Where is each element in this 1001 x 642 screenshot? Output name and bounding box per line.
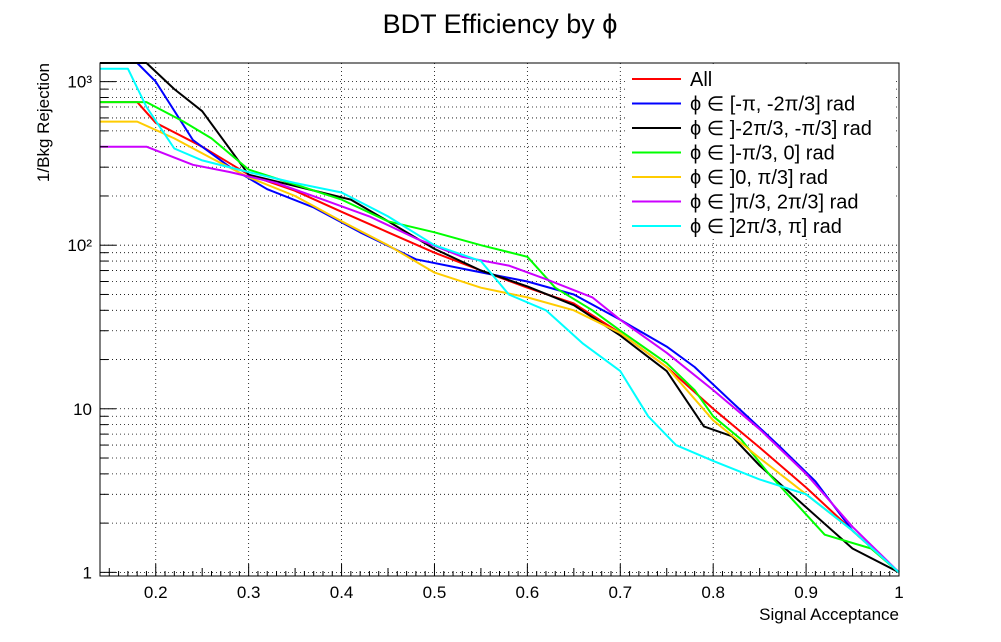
- x-tick-label: 0.7: [608, 583, 632, 602]
- x-tick-label: 0.8: [701, 583, 725, 602]
- x-tick-label: 0.2: [144, 583, 168, 602]
- legend-label-6: ϕ ∈ ]2π/3, π] rad: [690, 216, 842, 238]
- x-tick-label: 1: [894, 583, 903, 602]
- y-tick-label: 10²: [67, 236, 92, 255]
- x-axis-label: Signal Acceptance: [759, 605, 899, 624]
- y-tick-label: 1: [83, 563, 92, 582]
- legend-label-2: ϕ ∈ ]-2π/3, -π/3] rad: [690, 118, 872, 140]
- y-tick-label: 10: [73, 400, 92, 419]
- x-tick-label: 0.6: [516, 583, 540, 602]
- axes: 0.2 0.3 0.4 0.5 0.6 0.7 0.8 0.9 1 1 10 10² 10³: [67, 73, 903, 602]
- x-tick-label: 0.4: [330, 583, 354, 602]
- x-tick-label: 0.3: [237, 583, 261, 602]
- series-line-4: [100, 120, 900, 574]
- y-axis-label: 1/Bkg Rejection: [34, 63, 53, 182]
- chart-title: BDT Efficiency by ϕ: [383, 9, 618, 39]
- series-line-5: [100, 145, 900, 574]
- x-tick-label: 0.5: [423, 583, 447, 602]
- series-group: [100, 62, 900, 574]
- y-tick-label: 10³: [67, 73, 92, 92]
- x-tick-label: 0.9: [794, 583, 818, 602]
- series-line-6: [100, 67, 900, 574]
- legend-label-4: ϕ ∈ ]0, π/3] rad: [690, 167, 828, 189]
- legend-label-3: ϕ ∈ ]-π/3, 0] rad: [690, 143, 835, 165]
- legend-label-0: All: [690, 69, 712, 91]
- legend-label-5: ϕ ∈ ]π/3, 2π/3] rad: [690, 192, 859, 214]
- series-line-2: [100, 62, 900, 574]
- legend-label-1: ϕ ∈ [-π, -2π/3] rad: [690, 94, 855, 116]
- series-line-3: [100, 101, 900, 574]
